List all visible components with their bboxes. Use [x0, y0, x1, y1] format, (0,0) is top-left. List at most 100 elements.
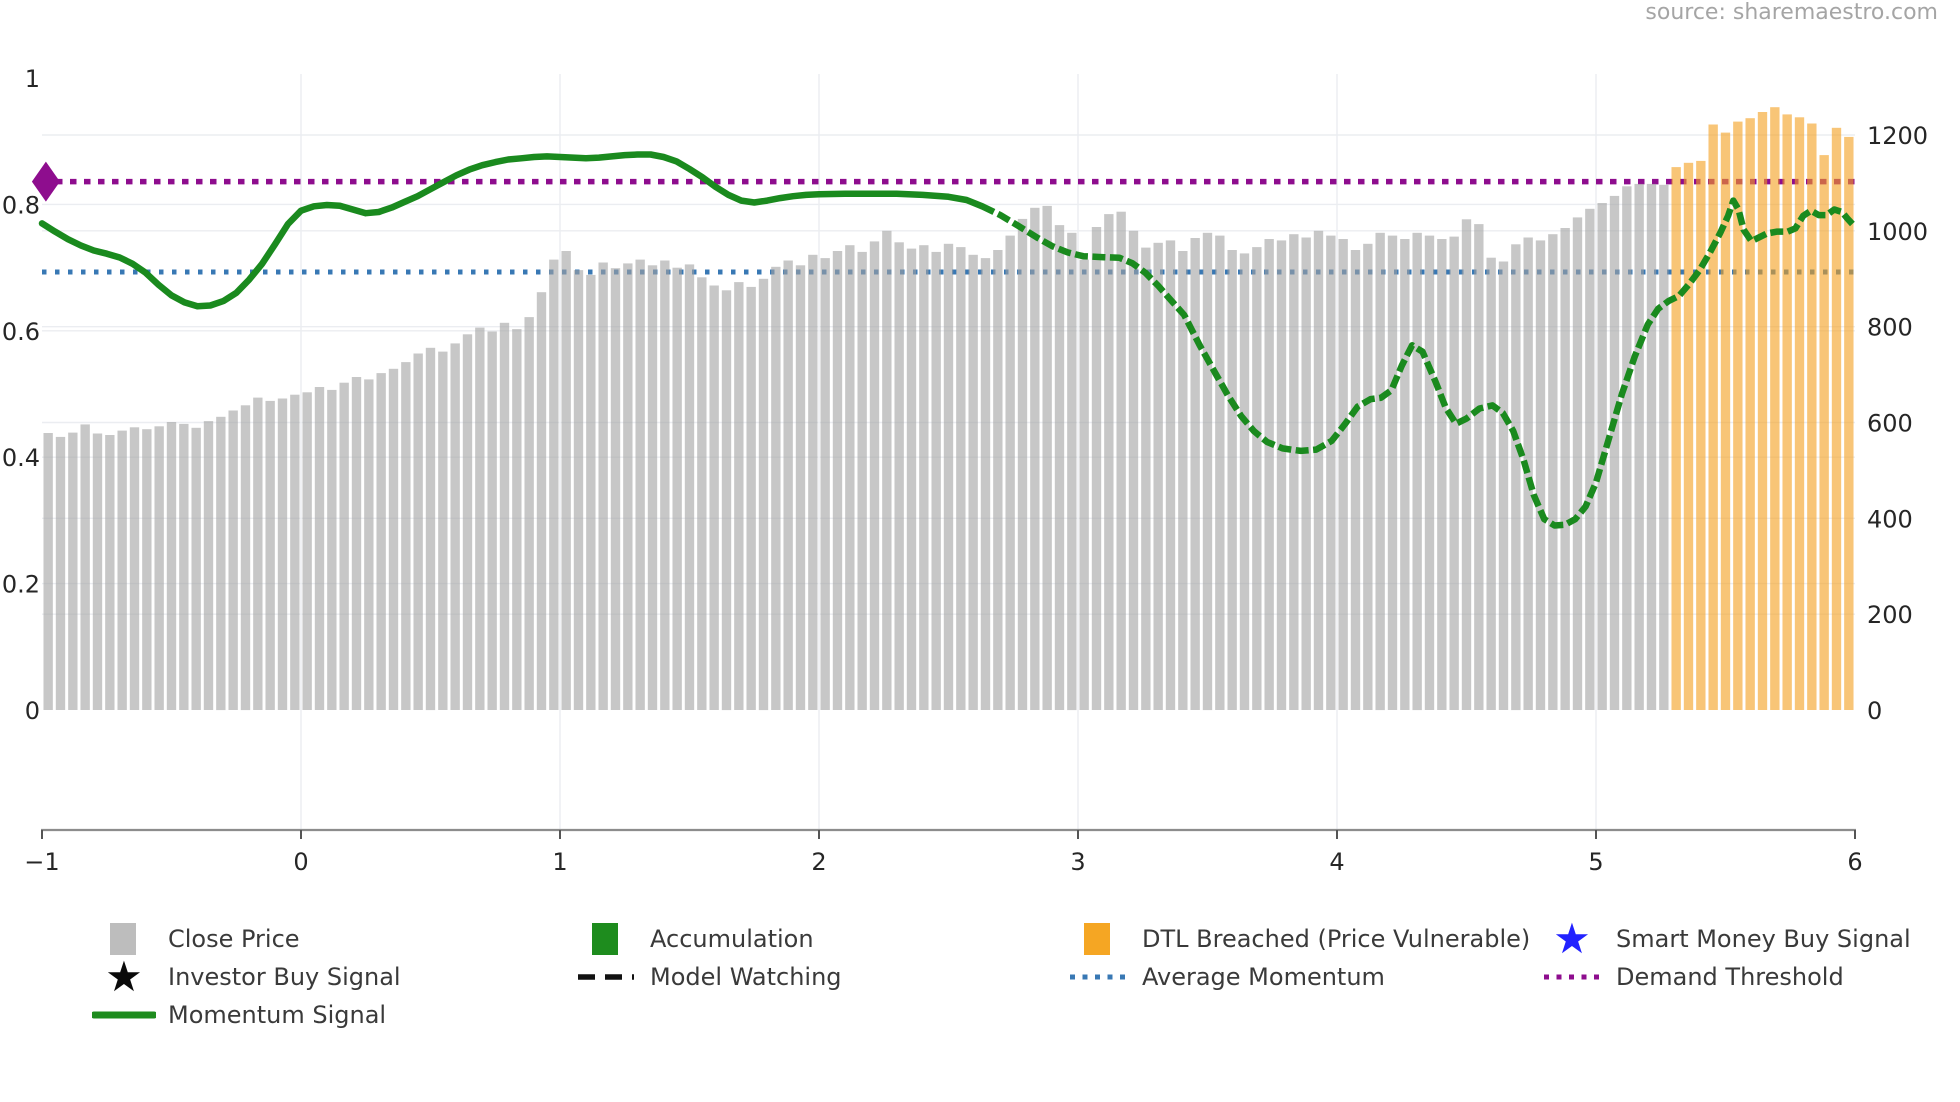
close-price-bar	[1276, 240, 1287, 710]
close-price-bar	[684, 264, 695, 710]
close-price-bar	[808, 254, 818, 711]
close-price-bar	[672, 267, 682, 710]
close-price-bar	[1030, 207, 1040, 711]
close-price-bar	[536, 292, 547, 710]
close-price-bar	[450, 343, 460, 710]
legend-label: Model Watching	[650, 963, 842, 991]
close-price-bar	[524, 317, 534, 710]
close-price-bar	[1572, 217, 1583, 710]
close-price-bar	[327, 389, 337, 710]
close-price-bar	[216, 416, 226, 711]
close-price-bar	[980, 258, 991, 710]
dtl-breached-bar	[1819, 155, 1829, 711]
close-price-bar	[857, 251, 867, 710]
close-price-bar	[573, 270, 584, 710]
close-price-bar	[660, 260, 670, 710]
close-price-bar	[166, 422, 177, 710]
close-price-bar	[1141, 247, 1151, 710]
x-axis-tick-label: −1	[24, 848, 59, 876]
right-axis-tick-label: 600	[1867, 410, 1913, 438]
close-price-bar	[487, 331, 497, 710]
dtl-breached-bar	[1770, 107, 1780, 710]
close-price-bar	[956, 247, 966, 710]
left-axis-tick-label: 0.4	[2, 444, 40, 472]
source-attribution: source: sharemaestro.com	[1645, 0, 1938, 25]
close-price-bar	[1239, 253, 1250, 710]
legend-label: Average Momentum	[1142, 963, 1385, 991]
close-price-bar	[351, 377, 362, 710]
close-price-bar	[302, 392, 312, 710]
left-axis-tick-label: 0.6	[2, 318, 40, 346]
close-price-bar	[783, 260, 793, 710]
close-price-bar	[117, 430, 127, 710]
close-price-bar	[80, 424, 90, 710]
close-price-bar	[1215, 235, 1225, 710]
close-price-bar	[820, 258, 830, 710]
close-price-bar	[795, 265, 806, 710]
momentum-line-solid	[38, 151, 986, 310]
close-price-bar	[1178, 251, 1188, 710]
close-price-bar	[746, 286, 756, 710]
close-price-bar	[105, 435, 115, 710]
close-price-bar	[1387, 235, 1398, 710]
close-price-bar	[1548, 234, 1558, 710]
dtl-breached-bar	[1708, 124, 1718, 710]
close-price-bar	[438, 351, 448, 710]
close-price-bar	[1165, 240, 1176, 710]
close-price-bar	[92, 433, 103, 710]
close-price-bar	[364, 379, 374, 710]
close-price-bar	[919, 245, 929, 710]
close-price-bar	[721, 290, 732, 711]
close-price-bar	[277, 398, 288, 710]
dtl-breached-bar	[1671, 167, 1681, 711]
momentum-line-dashed	[980, 197, 1855, 529]
close-price-bar	[203, 421, 214, 710]
x-axis-tick-label: 1	[552, 848, 567, 876]
close-price-bar	[943, 243, 954, 711]
close-price-bar	[462, 334, 473, 710]
close-price-bar	[376, 373, 386, 710]
close-price-bar	[1523, 237, 1533, 710]
x-axis-tick-label: 6	[1847, 848, 1862, 876]
left-axis-tick-label: 1	[25, 65, 40, 93]
close-price-bar	[635, 259, 645, 710]
close-price-bar	[1350, 250, 1361, 710]
close-price-bar	[142, 429, 152, 710]
close-price-bar	[1042, 205, 1052, 710]
legend-square-swatch	[592, 923, 618, 955]
close-price-bar	[290, 394, 300, 710]
close-price-bar	[1412, 232, 1422, 711]
close-price-bar	[1375, 232, 1385, 711]
close-price-bar	[1202, 232, 1213, 711]
close-price-bar	[425, 347, 436, 711]
left-axis-tick-label: 0.8	[2, 191, 40, 219]
close-price-bar	[1585, 208, 1595, 711]
dtl-breached-bar	[1683, 162, 1694, 711]
close-price-bar	[1560, 228, 1570, 710]
close-price-bar	[253, 397, 263, 710]
legend-label: Smart Money Buy Signal	[1616, 925, 1911, 953]
close-price-bar	[314, 387, 325, 710]
close-price-bar	[931, 251, 941, 710]
close-price-bar	[1646, 183, 1657, 710]
legend-dotted-line-swatch	[1070, 974, 1126, 980]
legend-label: Investor Buy Signal	[168, 963, 401, 991]
legend-item-average-momentum: Average Momentum	[1066, 958, 1385, 996]
close-price-bar	[1535, 240, 1546, 710]
x-axis-tick-label: 3	[1070, 848, 1085, 876]
close-price-bar	[1437, 239, 1447, 710]
svg-text:★: ★	[105, 958, 143, 996]
close-price-bar	[1474, 224, 1484, 710]
close-price-bar	[549, 259, 559, 710]
close-price-bar	[1252, 247, 1262, 710]
legend-dashed-line-swatch	[578, 974, 634, 980]
close-price-bar	[845, 245, 855, 710]
legend-dotted-line-swatch	[1544, 974, 1600, 980]
close-price-bar	[191, 427, 201, 710]
close-price-bar	[499, 322, 510, 710]
legend-item-investor-buy-signal: ★ Investor Buy Signal	[92, 958, 401, 996]
close-price-bar	[388, 368, 399, 710]
close-price-bar	[55, 436, 66, 710]
close-price-bar	[586, 274, 596, 710]
